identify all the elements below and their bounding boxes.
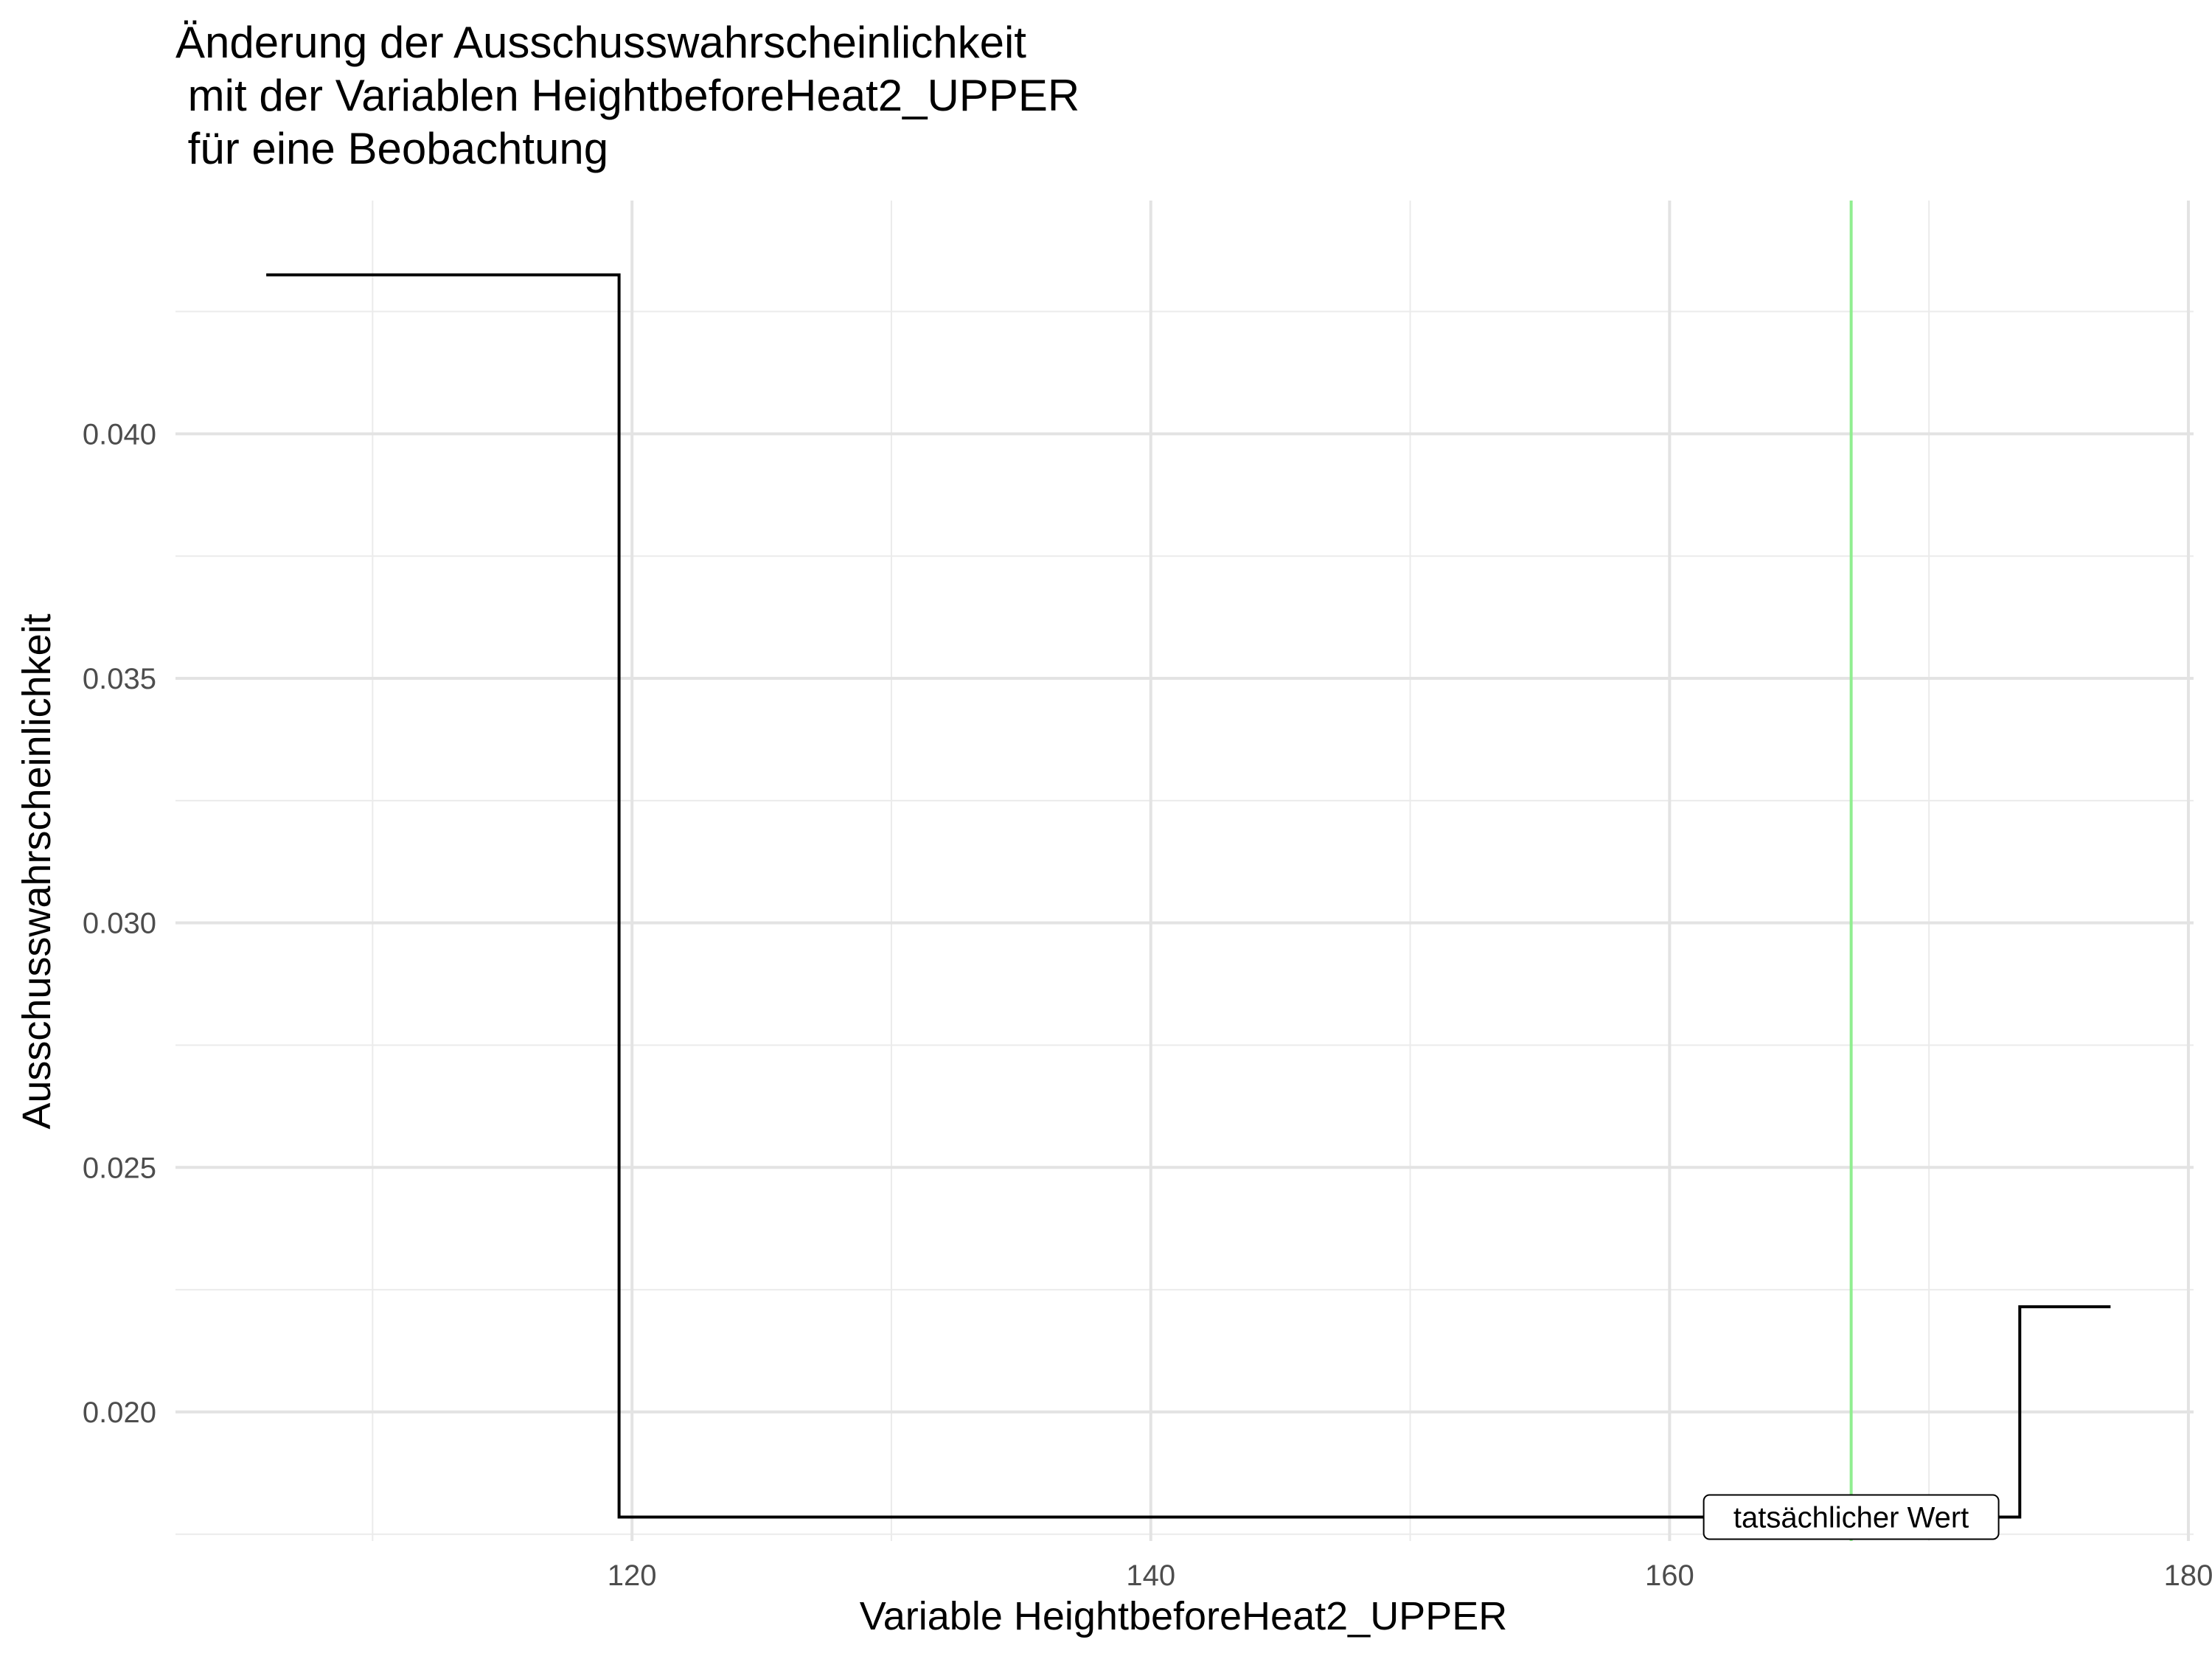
y-tick-label: 0.040 — [83, 418, 156, 451]
y-tick-label: 0.025 — [83, 1152, 156, 1184]
annotation-box — [1703, 1494, 2000, 1540]
chart-title-line-2: mit der Variablen HeightbeforeHeat2_UPPE… — [175, 71, 1080, 120]
series-group — [266, 273, 2111, 1519]
grid-major — [175, 201, 2194, 1541]
x-axis-label: Variable HeightbeforeHeat2_UPPER — [860, 1594, 1508, 1638]
annotation-group: tatsächlicher Wert — [1703, 1494, 2000, 1540]
annotation-label: tatsächlicher Wert — [1733, 1502, 1969, 1534]
y-tick-labels: 0.020 0.025 0.030 0.035 0.040 — [83, 418, 156, 1429]
y-tick-label: 0.035 — [83, 663, 156, 695]
series-line — [266, 273, 2111, 1519]
y-axis-label: Ausschusswahrscheinlichkeit — [15, 613, 59, 1129]
x-tick-label: 160 — [1645, 1559, 1694, 1592]
x-tick-labels: 120 140 160 180 — [608, 1559, 2212, 1592]
x-tick-label: 120 — [608, 1559, 657, 1592]
grid-minor — [175, 201, 2194, 1541]
y-tick-label: 0.030 — [83, 908, 156, 940]
chart-title-line-1: Änderung der Ausschusswahrscheinlichkeit — [175, 18, 1026, 67]
y-tick-label: 0.020 — [83, 1397, 156, 1429]
x-tick-label: 140 — [1126, 1559, 1175, 1592]
x-tick-label: 180 — [2164, 1559, 2212, 1592]
chart-title-line-3: für eine Beobachtung — [175, 124, 609, 173]
